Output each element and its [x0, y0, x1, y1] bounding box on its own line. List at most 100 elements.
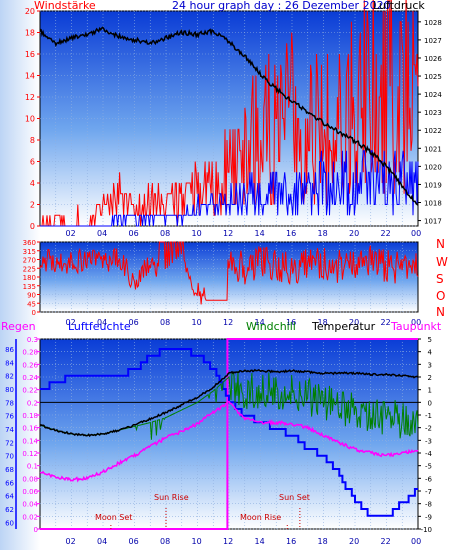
pressure-tick-label: 1023	[424, 109, 442, 117]
pressure-tick-label: 1024	[424, 91, 442, 99]
x-tick-label: 06	[129, 537, 139, 546]
pressure-tick-label: 1026	[424, 55, 442, 63]
rain-tick-label: 0.04	[22, 501, 38, 509]
humidity-tick-label: 76	[5, 413, 14, 421]
x-tick-label: 16	[286, 229, 296, 238]
chart-title: 24 hour graph day : 26 Dezember 2020	[172, 0, 391, 12]
humidity-tick-label: 74	[5, 426, 14, 434]
direction-tick-label: 45	[27, 300, 36, 308]
x-tick-label: 02	[66, 229, 76, 238]
rain-tick-label: 0.18	[22, 412, 38, 420]
x-tick-label: 12	[223, 229, 233, 238]
right-side-panel	[418, 0, 462, 550]
x-tick-label: 12	[223, 318, 233, 327]
wind-speed-tick-label: 14	[25, 72, 35, 81]
sun-set-label: Sun Set	[279, 493, 310, 502]
x-tick-label: 16	[286, 318, 296, 327]
x-tick-label: 22	[381, 229, 391, 238]
humidity-tick-label: 70	[5, 453, 14, 461]
direction-tick-label: 225	[23, 265, 36, 273]
rain-tick-label: 0.24	[22, 374, 38, 382]
rain-tick-label: 0.3	[27, 336, 38, 344]
temperature-tick-label: -10	[421, 526, 432, 534]
rain-series	[40, 338, 418, 530]
pressure-tick-label: 1021	[424, 145, 442, 153]
direction-tick-label: 315	[23, 248, 36, 256]
temperature-tick-label: -5	[425, 463, 432, 471]
pressure-tick-label: 1019	[424, 181, 442, 189]
wind-speed-tick-label: 18	[25, 29, 35, 38]
x-tick-label: 22	[381, 537, 391, 546]
wind-direction-series	[39, 241, 419, 305]
windchill-legend: Windchill	[246, 320, 296, 333]
x-tick-label: 12	[223, 537, 233, 546]
rain-tick-label: 0.14	[22, 437, 38, 445]
temperature-series	[39, 368, 419, 438]
rain-tick-label: 0.28	[22, 349, 38, 357]
direction-tick-label: 360	[23, 239, 36, 247]
direction-tick-label: 90	[27, 292, 36, 300]
temperature-tick-label: -7	[425, 488, 432, 496]
humidity-tick-label: 62	[5, 506, 14, 514]
pressure-tick-label: 1018	[424, 200, 442, 208]
wind-speed-tick-label: 6	[30, 158, 35, 167]
x-tick-label: 04	[97, 229, 107, 238]
pressure-tick-label: 1020	[424, 163, 442, 171]
wind-speed-tick-label: 0	[30, 222, 35, 231]
wind-speed-tick-label: 12	[25, 93, 35, 102]
wind-speed-tick-label: 20	[25, 7, 35, 16]
humidity-tick-label: 60	[5, 519, 14, 527]
wind-gust-series	[40, 150, 419, 227]
x-tick-label: 10	[192, 318, 202, 327]
x-tick-label: 04	[97, 318, 107, 327]
x-tick-label: 14	[255, 318, 265, 327]
x-tick-label: 14	[255, 229, 265, 238]
direction-letter-o: O	[436, 289, 445, 303]
x-tick-label: 10	[192, 229, 202, 238]
wind-speed-tick-label: 10	[25, 115, 35, 124]
dewpoint-legend: Taupunkt	[390, 320, 442, 333]
x-tick-label: 14	[255, 537, 265, 546]
x-tick-label: 08	[160, 229, 170, 238]
temperature-tick-label: -3	[425, 437, 432, 445]
moon-set-label: Moon Set	[95, 513, 132, 522]
temperature-tick-label: 4	[428, 349, 433, 357]
x-tick-label: 00	[411, 229, 421, 238]
x-tick-label: 18	[318, 318, 328, 327]
rain-tick-label: 0.1	[27, 463, 38, 471]
humidity-tick-label: 66	[5, 479, 14, 487]
pressure-tick-label: 1025	[424, 73, 442, 81]
x-tick-label: 16	[286, 537, 296, 546]
direction-tick-label: 180	[23, 274, 36, 282]
rain-tick-label: 0.26	[22, 361, 38, 369]
x-tick-label: 18	[318, 537, 328, 546]
x-tick-label: 00	[411, 537, 421, 546]
wind-speed-tick-label: 2	[30, 201, 35, 210]
temperature-tick-label: -4	[425, 450, 433, 458]
temperature-tick-label: -1	[425, 412, 432, 420]
humidity-tick-label: 82	[5, 373, 14, 381]
humidity-series	[40, 348, 418, 517]
humidity-tick-label: 68	[5, 466, 14, 474]
direction-letter-s: S	[436, 272, 444, 286]
pressure-tick-label: 1022	[424, 127, 442, 135]
wind-speed-series	[40, 0, 419, 227]
pressure-tick-label: 1028	[424, 19, 442, 27]
x-tick-label: 06	[129, 318, 139, 327]
pressure-tick-label: 1027	[424, 37, 442, 45]
direction-tick-label: 0	[32, 309, 36, 317]
wind-speed-tick-label: 16	[25, 50, 35, 59]
temperature-tick-label: -6	[425, 475, 433, 483]
rain-tick-label: 0.06	[22, 488, 38, 496]
x-tick-label: 04	[97, 537, 107, 546]
x-tick-label: 18	[318, 229, 328, 238]
x-tick-label: 20	[349, 318, 359, 327]
x-tick-label: 08	[160, 318, 170, 327]
rain-tick-label: 0.12	[22, 450, 38, 458]
direction-letter-n-top: N	[436, 237, 445, 251]
direction-letter-w: W	[436, 255, 448, 269]
humidity-tick-label: 64	[5, 493, 14, 501]
x-tick-label: 00	[411, 318, 421, 327]
left-side-panel	[0, 0, 40, 550]
